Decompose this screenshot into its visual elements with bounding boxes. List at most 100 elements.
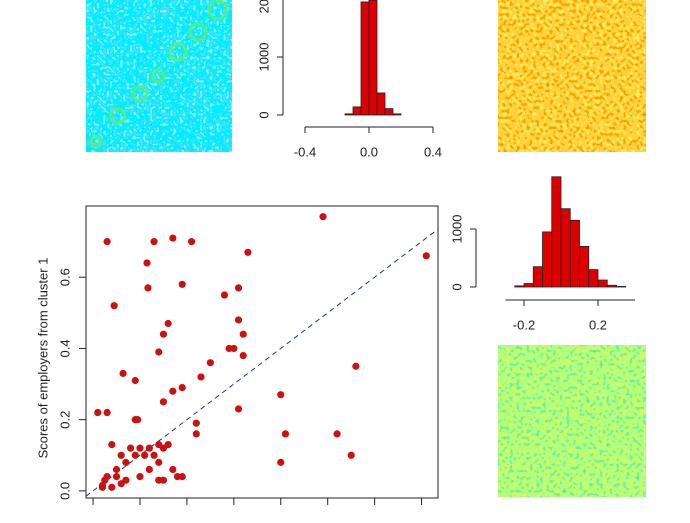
- point: [131, 376, 139, 385]
- point: [281, 430, 290, 438]
- x-tick-label: 0.0: [360, 144, 378, 159]
- point: [145, 465, 153, 474]
- point: [144, 284, 152, 292]
- bar: [360, 1, 370, 116]
- point: [103, 408, 111, 417]
- bar: [606, 284, 617, 288]
- point: [112, 473, 121, 481]
- point: [169, 465, 177, 474]
- point: [239, 330, 247, 338]
- y-tick-label: 1000: [256, 43, 271, 72]
- point: [333, 430, 341, 438]
- point: [347, 451, 355, 459]
- heatmap: [86, 0, 232, 152]
- bar: [616, 286, 627, 288]
- bar: [532, 266, 543, 288]
- x-tick-label: -0.4: [294, 144, 316, 159]
- point: [230, 344, 238, 353]
- plot-frame: [85, 205, 439, 499]
- heatmap: [498, 0, 646, 152]
- point: [352, 362, 360, 370]
- y-tick-label: 0: [449, 283, 464, 290]
- point: [103, 238, 111, 246]
- point: [319, 213, 327, 221]
- point: [108, 440, 116, 449]
- bar: [352, 106, 362, 116]
- point: [277, 391, 285, 399]
- point: [126, 444, 135, 452]
- bar: [523, 283, 534, 288]
- point: [122, 476, 130, 484]
- bar: [588, 269, 599, 288]
- bar: [368, 0, 378, 116]
- bar: [384, 108, 394, 116]
- point: [192, 419, 200, 427]
- x-tick-label: -0.2: [513, 317, 535, 332]
- point: [155, 348, 163, 356]
- bar: [514, 285, 525, 288]
- point: [220, 291, 229, 299]
- y-tick-label: 0.4: [57, 339, 72, 357]
- y-tick-label: 2000: [256, 0, 271, 13]
- heatmap: [498, 345, 646, 497]
- y-axis-label: Scores of employers from cluster 1: [35, 258, 50, 459]
- point: [178, 473, 186, 481]
- y-tick-label: 0.6: [57, 268, 72, 286]
- point: [134, 416, 142, 424]
- point: [192, 430, 200, 438]
- point: [136, 444, 144, 452]
- bar: [344, 113, 354, 116]
- point: [206, 359, 214, 367]
- point: [239, 351, 247, 360]
- point: [422, 252, 430, 260]
- point: [122, 458, 130, 466]
- point: [117, 451, 125, 459]
- y-tick-label: 0.2: [57, 411, 72, 429]
- y-tick-label: 1000: [449, 215, 464, 244]
- point: [159, 476, 168, 484]
- point: [141, 451, 149, 459]
- point: [143, 259, 151, 267]
- bar: [597, 279, 608, 288]
- point: [110, 302, 118, 310]
- reference-line: [85, 228, 439, 497]
- point: [178, 280, 186, 288]
- y-tick-label: 0: [256, 111, 271, 118]
- x-tick-label: 0.2: [589, 317, 607, 332]
- point: [277, 458, 285, 466]
- point: [131, 451, 139, 459]
- bar: [569, 219, 580, 288]
- point: [136, 473, 144, 481]
- point: [155, 458, 163, 466]
- point: [150, 451, 158, 459]
- point: [234, 284, 243, 292]
- point: [169, 387, 177, 395]
- point: [150, 238, 158, 246]
- point: [159, 330, 168, 338]
- point: [244, 248, 252, 256]
- point: [98, 481, 107, 490]
- bar: [392, 113, 402, 116]
- bar: [551, 176, 562, 288]
- point: [112, 465, 121, 474]
- point: [197, 373, 205, 381]
- point: [164, 440, 172, 449]
- bar: [579, 245, 590, 288]
- bar: [542, 231, 553, 288]
- x-tick-label: 0.4: [424, 144, 442, 159]
- heatmap-diagonal: [89, 0, 229, 149]
- bar: [376, 92, 386, 116]
- point: [94, 408, 102, 417]
- point: [108, 483, 116, 491]
- y-tick-label: 0.0: [57, 482, 72, 500]
- point: [169, 234, 177, 242]
- point: [145, 444, 153, 452]
- point: [159, 398, 168, 406]
- bar: [560, 208, 571, 288]
- point: [103, 473, 111, 481]
- point: [178, 384, 186, 392]
- point: [188, 238, 196, 246]
- point: [234, 405, 243, 413]
